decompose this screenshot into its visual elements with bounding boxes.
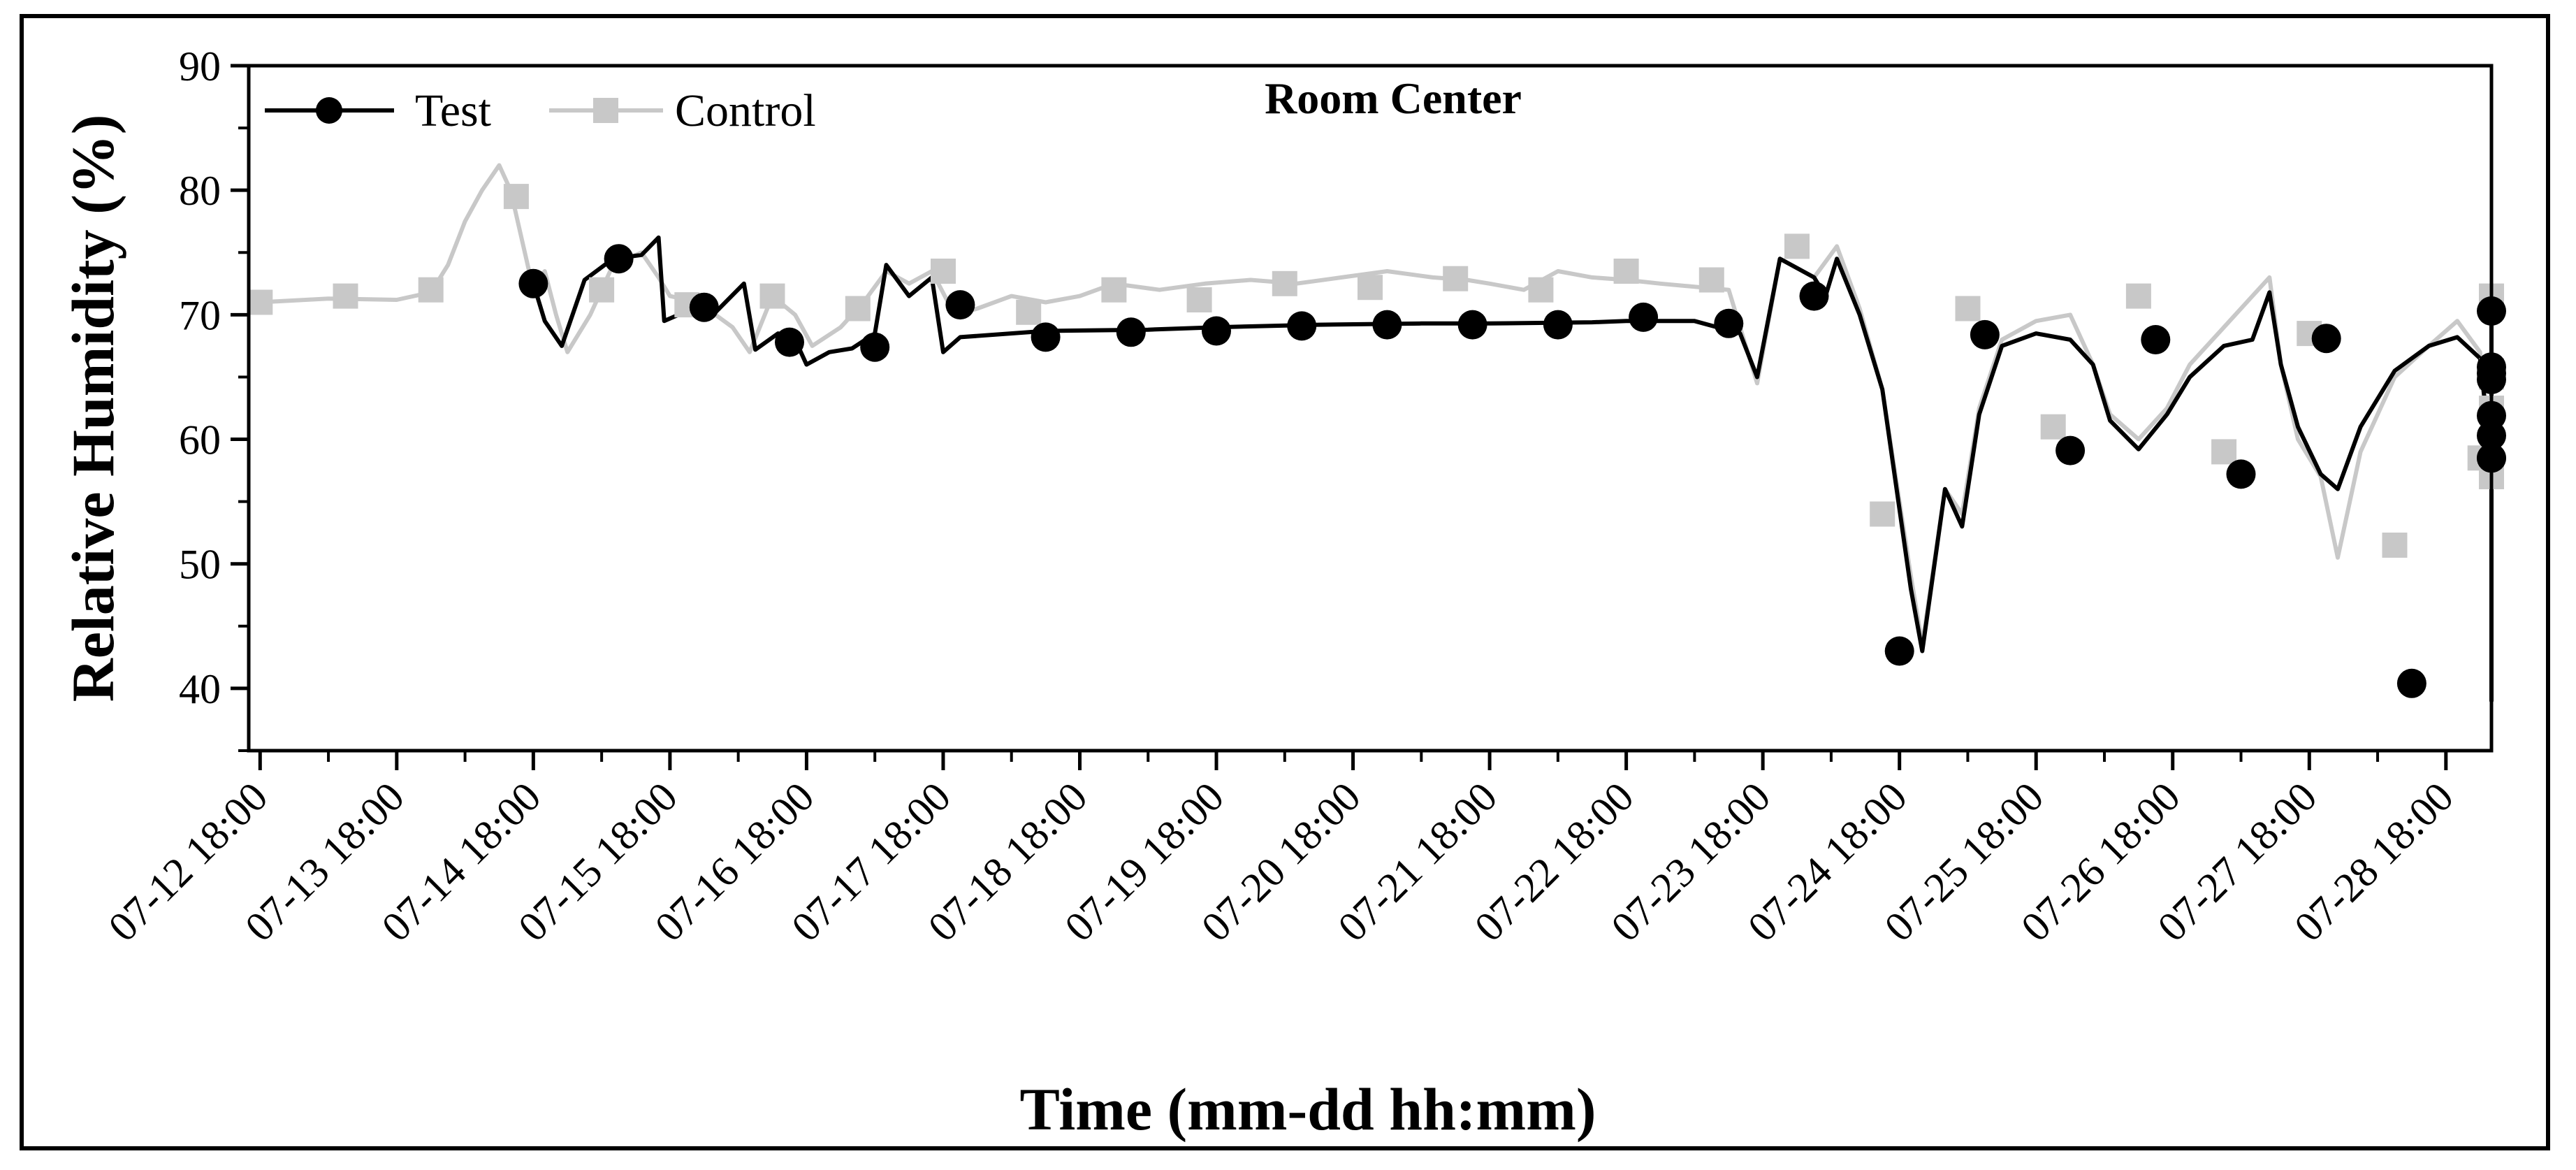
series-line-control xyxy=(260,163,2494,679)
chart-frame: 40 50 60 70 80 90 07-12 18:00 07-13 18:00 07-14… xyxy=(20,14,2550,1150)
x-axis-title: Time (mm-dd hh:mm) xyxy=(1020,1076,1596,1143)
legend-label-control: Control xyxy=(675,85,816,136)
chart-title: Room Center xyxy=(1265,73,1522,123)
data-point-test xyxy=(775,327,804,357)
data-point-test xyxy=(1884,636,1914,666)
y-tick-label: 90 xyxy=(179,43,221,89)
data-point-control xyxy=(1358,275,1383,301)
data-point-control xyxy=(1272,270,1297,296)
data-point-control xyxy=(1443,266,1469,291)
data-point-control xyxy=(2040,414,2066,440)
plot-area xyxy=(247,64,2494,753)
y-axis: 40 50 60 70 80 90 xyxy=(179,43,249,752)
data-point-control xyxy=(1784,233,1810,259)
data-point-test xyxy=(1116,317,1146,347)
data-point-test xyxy=(1799,281,1829,311)
y-tick-label: 40 xyxy=(179,666,221,712)
data-point-test xyxy=(1372,310,1402,340)
series-markers xyxy=(247,184,2506,698)
data-point-test xyxy=(945,290,975,320)
data-point-test xyxy=(1543,310,1573,340)
data-point-test xyxy=(518,268,548,298)
data-point-control xyxy=(503,184,529,210)
data-point-control xyxy=(1101,277,1127,303)
data-point-control xyxy=(1016,299,1042,325)
series-line-test xyxy=(531,235,2494,703)
data-point-control xyxy=(1955,296,1981,322)
legend: Test Control xyxy=(265,85,816,136)
data-point-test xyxy=(2141,325,2171,354)
data-point-test xyxy=(860,332,890,362)
y-tick-label: 70 xyxy=(179,292,221,338)
data-point-control xyxy=(845,296,871,322)
data-point-test xyxy=(2396,668,2426,698)
data-point-control xyxy=(1186,287,1212,312)
data-point-control xyxy=(1613,259,1639,284)
data-point-control xyxy=(1528,277,1554,303)
data-point-control xyxy=(418,277,444,303)
data-point-control xyxy=(931,259,956,284)
y-tick-label: 50 xyxy=(179,542,221,588)
data-point-test xyxy=(1457,310,1487,340)
data-point-test xyxy=(2055,435,2086,465)
data-point-test xyxy=(2226,459,2256,489)
data-point-control xyxy=(247,289,273,315)
data-point-test xyxy=(1202,316,1231,346)
data-point-test xyxy=(1714,308,1744,338)
legend-marker-control xyxy=(593,98,618,123)
data-point-test xyxy=(689,292,719,322)
y-tick-label: 80 xyxy=(179,168,221,214)
data-point-control xyxy=(2125,283,2151,309)
data-point-control xyxy=(333,283,358,309)
legend-marker-test xyxy=(316,97,342,124)
data-point-test xyxy=(1287,311,1317,341)
data-point-control xyxy=(2211,439,2237,465)
y-tick-label: 60 xyxy=(179,417,221,463)
data-point-control xyxy=(759,283,785,309)
data-point-test xyxy=(604,244,634,274)
data-point-control xyxy=(1870,501,1895,527)
series-lines xyxy=(260,163,2494,703)
data-point-control xyxy=(589,277,615,303)
legend-label-test: Test xyxy=(415,85,491,136)
data-point-test xyxy=(1970,319,2000,349)
data-point-test xyxy=(1629,302,1659,332)
y-axis-title: Relative Humidity (%) xyxy=(59,115,126,702)
data-point-control xyxy=(1698,267,1724,293)
data-point-test xyxy=(2311,324,2341,354)
data-point-control xyxy=(2382,533,2408,558)
data-point-test xyxy=(1031,322,1061,352)
